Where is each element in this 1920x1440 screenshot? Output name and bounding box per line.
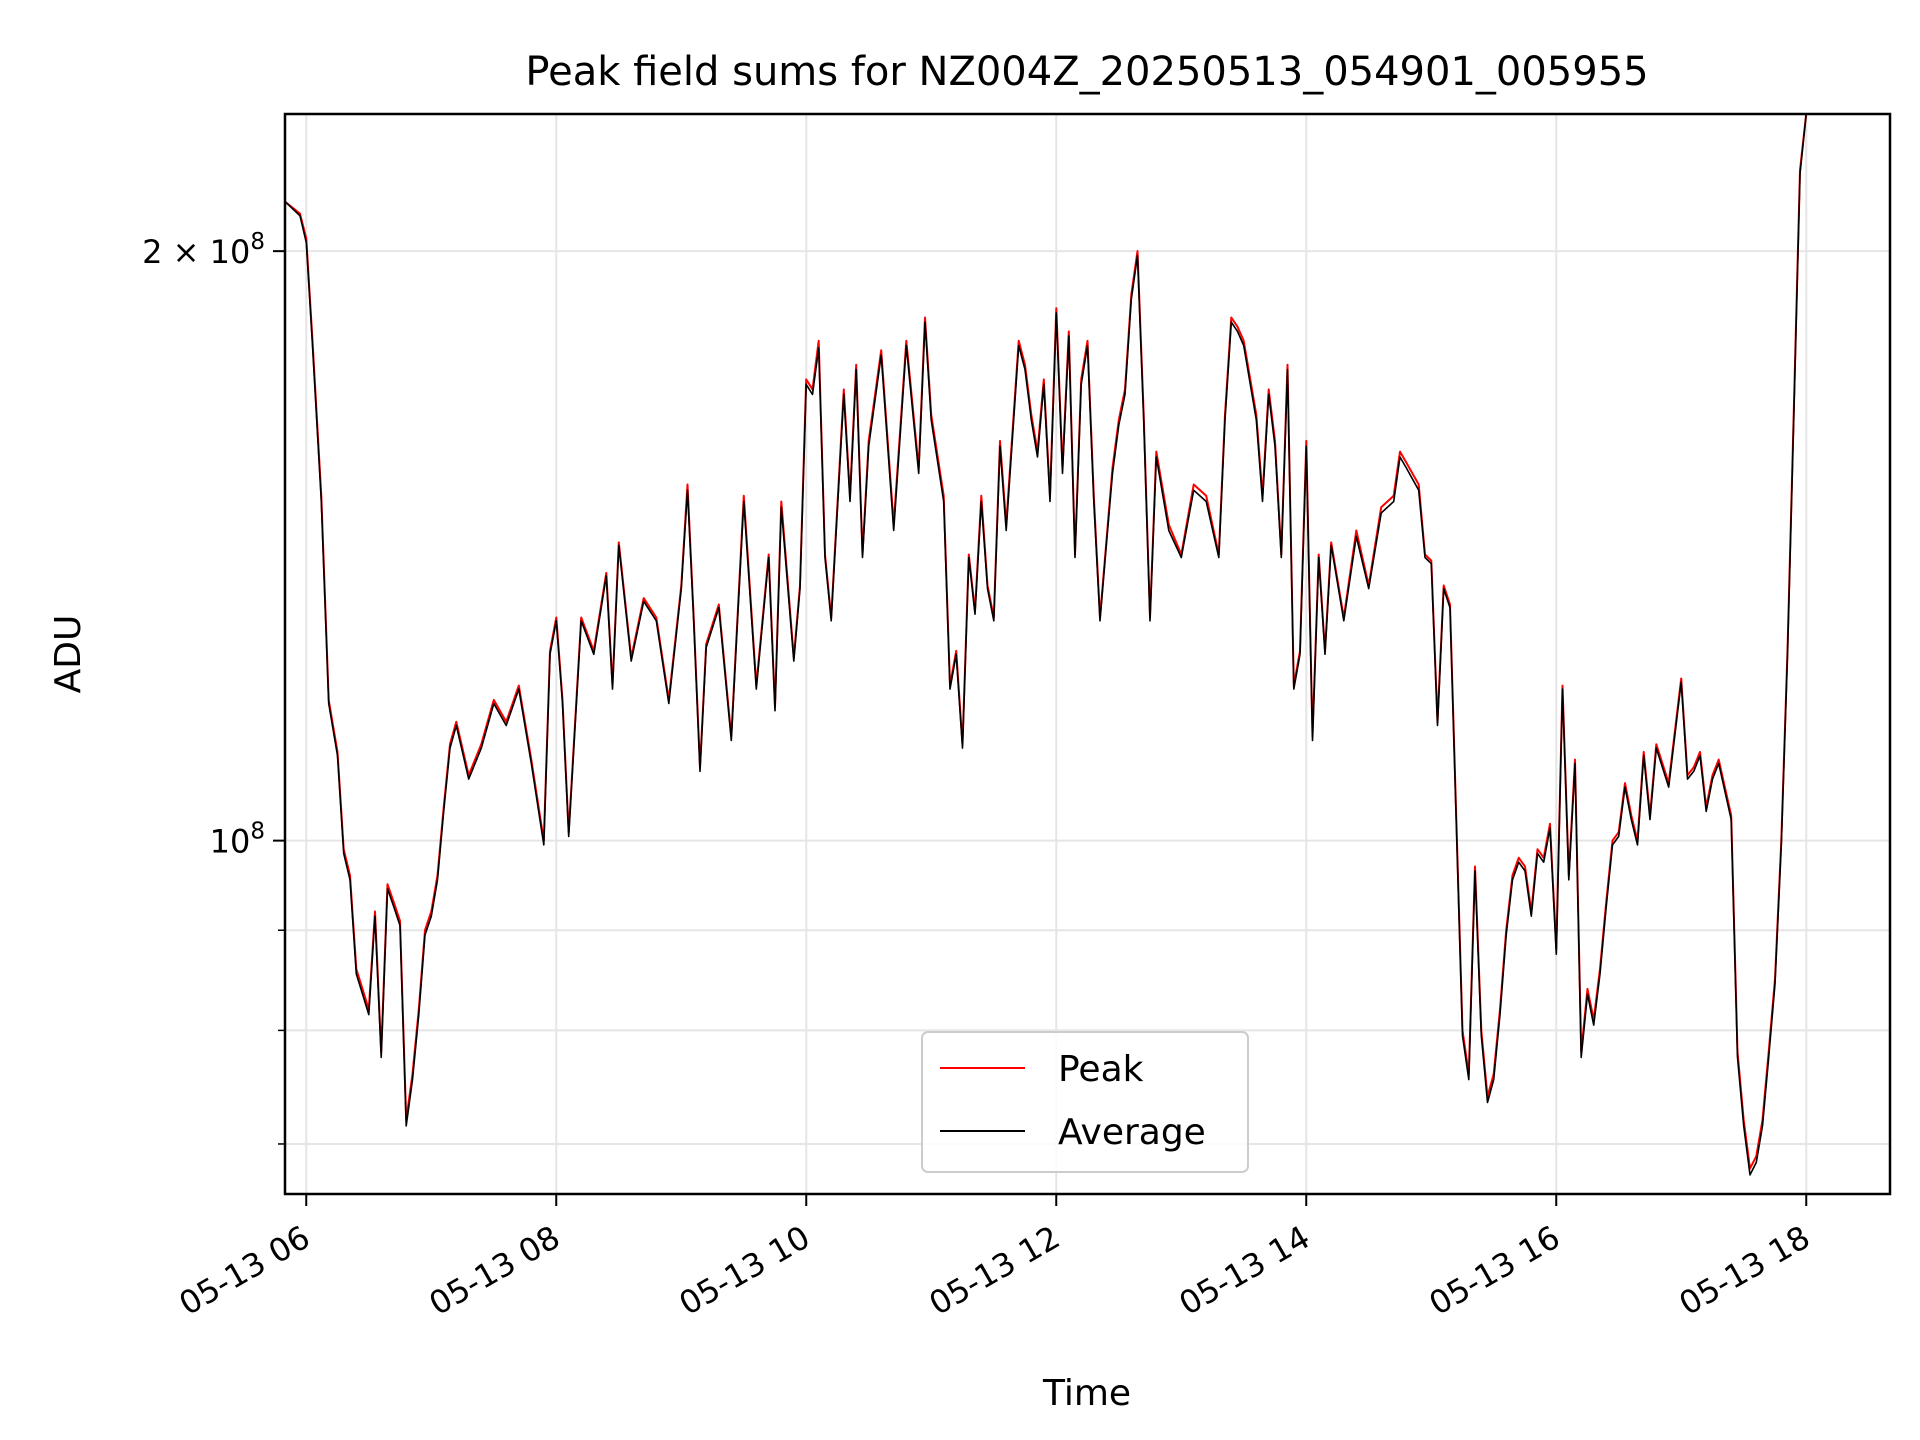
x-axis-label: Time bbox=[1042, 1373, 1131, 1414]
legend-label-peak: Peak bbox=[1058, 1049, 1144, 1090]
y-axis: 108 2 × 108 bbox=[142, 229, 285, 1145]
y-tick-label: 108 bbox=[210, 819, 265, 861]
chart-title: Peak field sums for NZ004Z_20250513_0549… bbox=[525, 49, 1648, 95]
y-axis-label: ADU bbox=[48, 615, 89, 694]
series-layer bbox=[284, 113, 1808, 1176]
y-tick-label: 2 × 108 bbox=[142, 229, 265, 271]
legend-label-average: Average bbox=[1058, 1112, 1206, 1153]
series-line-average bbox=[284, 113, 1807, 1176]
legend: Peak Average bbox=[921, 1031, 1249, 1173]
plot-area-frame bbox=[283, 112, 1892, 1196]
